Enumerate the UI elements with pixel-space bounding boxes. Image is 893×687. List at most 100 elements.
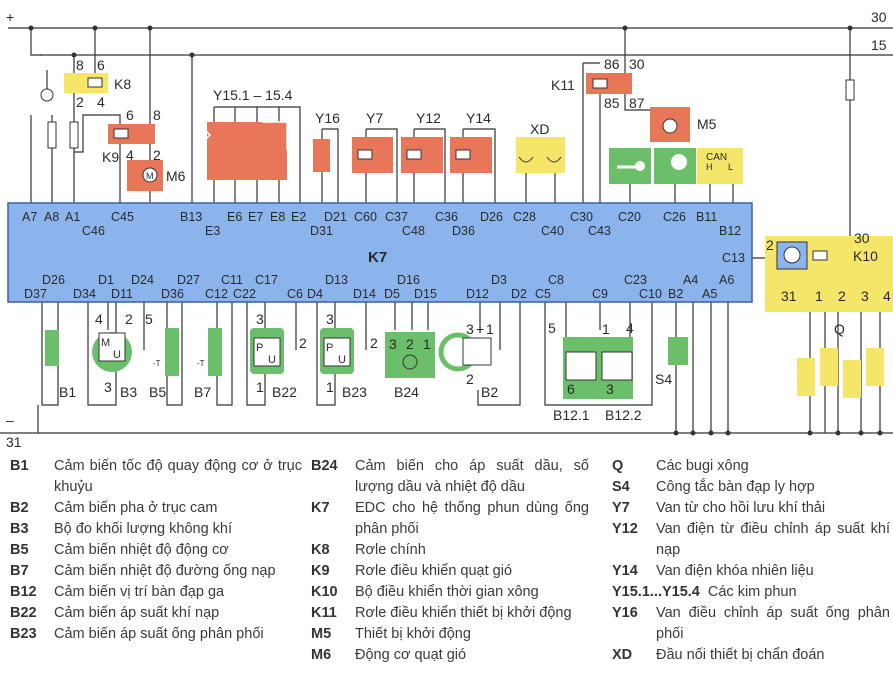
terminal-label: 1 <box>815 288 823 304</box>
sensor-b7[interactable]: -T B7 <box>194 328 222 400</box>
terminal-label: 2 <box>299 335 307 351</box>
relay-k8[interactable]: 8 6 2 4 K8 <box>64 57 131 110</box>
terminal-label: 5 <box>548 320 556 336</box>
legend-code: B5 <box>10 542 29 558</box>
mu-u: U <box>113 349 121 361</box>
ecu-pin-label: D36 <box>161 287 184 301</box>
legend-item: B5 Cảm biến nhiệt độ động cơ <box>10 540 302 561</box>
terminal-label: 31 <box>781 288 797 304</box>
legend-item: Y14 Van điện khóa nhiên liệu <box>612 561 890 582</box>
ecu-pin-label: C48 <box>402 224 425 238</box>
legend-code: M5 <box>311 626 332 642</box>
legend-description: Van điều chỉnh áp suất ống phân phối <box>656 605 890 642</box>
legend-code: K9 <box>311 563 330 579</box>
legend-code: K10 <box>311 584 338 600</box>
sensor-b1[interactable]: B1 <box>45 330 76 400</box>
legend-item: K8 Rơle chính <box>311 540 589 561</box>
valve-y16[interactable]: Y16 <box>313 110 340 172</box>
relay-k11[interactable]: 86 30 85 87 K11 <box>551 56 645 111</box>
terminal-label: 1 <box>256 379 264 395</box>
glow-plugs-q[interactable]: Q <box>797 321 884 398</box>
valve-y7[interactable]: Y7 <box>352 110 393 173</box>
pedal-sensor-b12[interactable]: 5 1 4 6 3 B12.1 B12.2 <box>548 320 642 423</box>
valve-y14[interactable]: Y14 <box>450 110 492 173</box>
legend-column-1: B1 Cảm biến tốc độ quay động cơ ở trục kh… <box>10 456 302 645</box>
ecu-pin-label: D11 <box>111 287 133 301</box>
ecu-pin-label: D15 <box>414 287 437 301</box>
ecu-pin-label: D26 <box>42 273 65 287</box>
ecu-pin-label: E2 <box>291 210 306 224</box>
ecu-pin-label: B12 <box>719 224 741 238</box>
ecu-pin-label: D3 <box>491 273 507 287</box>
legend-code: Y7 <box>612 500 630 516</box>
ecu-pin-label: C5 <box>535 287 551 301</box>
airbag-icon <box>671 154 687 170</box>
component-label: Y14 <box>466 110 491 126</box>
injectors-y15[interactable]: Y15.1 – 15.4 <box>199 87 293 180</box>
legend-item: Y15.1...Y15.4 Các kim phun <box>612 582 890 603</box>
ecu-pin-label: D4 <box>307 287 323 301</box>
terminal-label: 2 <box>838 288 846 304</box>
terminal-label: 1 <box>486 321 494 337</box>
sensor-b2[interactable]: 3 + 1 2 B2 <box>438 321 498 400</box>
ecu-pin-label: B13 <box>180 210 202 224</box>
legend-code: Y15.1...Y15.4 <box>612 584 700 600</box>
ecu-pin-label: A1 <box>65 210 80 224</box>
solenoid-icon <box>455 149 471 160</box>
ecu-pin-label: D27 <box>177 273 200 287</box>
component-label: Y7 <box>366 110 383 126</box>
sensor-b5[interactable]: -T B5 <box>149 328 179 400</box>
terminal-label: 4 <box>95 311 103 327</box>
sensor-b24[interactable]: 3 2 1 B24 <box>385 332 435 400</box>
sensor-b3[interactable]: M U 4 2 5 3 B3 <box>92 311 153 400</box>
legend-description: Cảm biến pha ở trục cam <box>54 500 218 516</box>
ecu-pin-label: C28 <box>513 210 536 224</box>
component-label: B3 <box>120 384 137 400</box>
starter-m5[interactable]: M5 <box>650 107 717 142</box>
terminal-label: 87 <box>629 95 645 111</box>
ecu-pin-label: D31 <box>310 224 333 238</box>
component-label: B22 <box>272 384 297 400</box>
terminal-label: 6 <box>126 107 134 123</box>
sensor-b22[interactable]: P U 3 2 1 B22 <box>250 311 307 400</box>
rail-31-label: 31 <box>6 434 22 450</box>
relay-k9[interactable]: 6 8 4 2 K9 <box>102 107 161 165</box>
airbag-module[interactable] <box>654 148 696 184</box>
terminal-label: 6 <box>567 381 575 397</box>
ecu-pin-label: D36 <box>452 224 475 238</box>
diagnostic-connector-xd[interactable]: XD <box>516 121 565 173</box>
ecu-pin-label: C22 <box>233 287 256 301</box>
legend-code: Y16 <box>612 605 638 621</box>
legend-column-2: B24 Cảm biến cho áp suất dầu, số lượng dầ… <box>311 456 589 666</box>
terminal-label: 8 <box>76 57 84 73</box>
terminal-label: 8 <box>153 107 161 123</box>
immobilizer-key-module[interactable] <box>609 148 651 184</box>
legend-code: B24 <box>311 458 338 474</box>
power-rails: + 30 15 – 31 <box>0 9 893 450</box>
ignition-key-icon <box>40 70 54 102</box>
ecu-pin-label: D12 <box>466 287 489 301</box>
sensor-b23[interactable]: P U 3 2 1 B23 <box>320 311 378 400</box>
ecu-pin-label: D37 <box>24 287 47 301</box>
legend-description: Cảm biến nhiệt độ động cơ <box>54 542 229 558</box>
ecu-k7[interactable]: K7 A7 A8 A1 C45 B13 E6 E7 E8 E2 D21 C60 C37 C36 D26 C2… <box>7 202 753 303</box>
legend-description: Rơle điều khiển quạt gió <box>355 563 513 579</box>
valve-y12[interactable]: Y12 <box>401 110 443 173</box>
glow-time-controller-k10[interactable]: 2 30 K10 31 1 2 3 4 <box>765 230 893 312</box>
terminal-label: 1 <box>423 336 431 352</box>
legend-code: B1 <box>10 458 29 474</box>
terminal-label: 3 <box>606 381 614 397</box>
terminal-label: 3 <box>466 321 474 337</box>
ecu-pin-label: C17 <box>255 273 278 287</box>
ecu-pin-label: A6 <box>719 273 734 287</box>
can-bus-connector[interactable]: CAN H L <box>697 148 743 184</box>
transistor-icon <box>402 354 418 370</box>
ecu-pin-label: D13 <box>325 273 348 287</box>
clutch-switch-s4[interactable]: S4 <box>655 337 688 387</box>
fan-motor-m6[interactable]: M M6 <box>127 160 186 191</box>
terminal-label: 6 <box>97 57 105 73</box>
motor-letter: M <box>146 171 154 181</box>
legend-item: K11 Rơle điều khiển thiết bị khởi động <box>311 603 589 624</box>
legend-item: B7 Cảm biến nhiệt độ đường ống nạp <box>10 561 302 582</box>
ecu-pin-label: D24 <box>131 273 154 287</box>
